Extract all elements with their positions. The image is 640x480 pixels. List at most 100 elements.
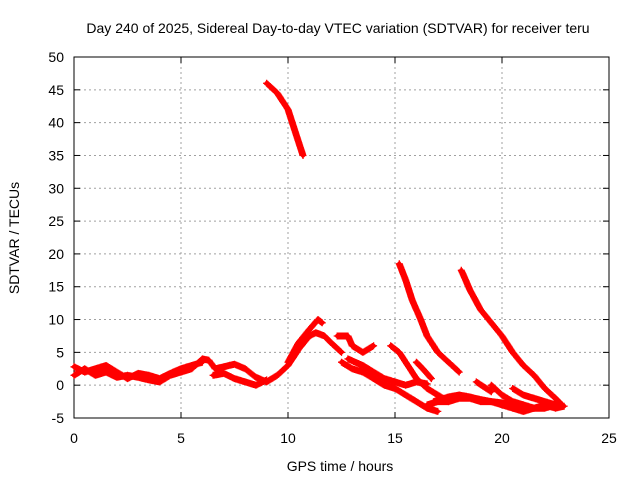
data-point	[320, 320, 325, 326]
data-point	[553, 402, 558, 408]
x-tick-label: 5	[177, 430, 185, 446]
data-point	[103, 363, 109, 368]
data-point	[521, 392, 526, 398]
data-point	[388, 343, 393, 348]
data-point	[429, 376, 434, 381]
data-point	[489, 320, 494, 326]
plot-frame	[73, 56, 610, 419]
data-point	[414, 376, 419, 381]
data-point	[264, 81, 269, 86]
data-point	[103, 369, 109, 375]
series-arc-9	[395, 260, 463, 376]
data-point	[292, 127, 297, 132]
data-point	[221, 371, 226, 376]
data-point	[382, 376, 387, 381]
x-tick-label: 25	[601, 430, 617, 446]
data-point	[521, 402, 526, 408]
data-point	[243, 366, 248, 371]
data-point	[424, 333, 430, 339]
data-point	[392, 379, 398, 385]
data-point	[424, 402, 430, 408]
series-arc-6	[333, 332, 378, 356]
y-tick-label: 40	[48, 115, 64, 131]
data-point	[414, 360, 419, 365]
data-point	[125, 376, 130, 381]
data-point	[420, 366, 426, 371]
x-axis-label: GPS time / hours	[287, 458, 394, 474]
data-point	[435, 392, 440, 398]
data-point	[467, 394, 473, 400]
data-point	[345, 333, 351, 339]
data-point	[71, 373, 77, 378]
data-point	[403, 392, 408, 398]
data-point	[275, 373, 280, 378]
data-point	[189, 363, 194, 368]
data-point	[71, 364, 77, 370]
series-arc-11	[412, 358, 435, 383]
data-point	[435, 409, 440, 414]
y-tick-label: 30	[48, 180, 64, 196]
data-point	[510, 386, 515, 391]
series-arc-10	[387, 342, 452, 406]
data-point	[300, 153, 306, 158]
data-point	[298, 146, 304, 152]
data-point	[345, 356, 351, 362]
series-arc-2	[70, 358, 206, 383]
data-point	[360, 369, 366, 375]
series-arc-5	[263, 79, 307, 159]
data-point	[82, 369, 87, 375]
data-point	[285, 107, 291, 112]
data-point	[339, 360, 344, 365]
data-point	[542, 386, 547, 391]
data-point	[405, 363, 411, 368]
data-point	[446, 394, 451, 400]
data-point	[435, 350, 440, 355]
data-point	[489, 382, 494, 388]
x-tick-label: 0	[70, 430, 78, 446]
data-point	[499, 402, 505, 408]
data-point	[478, 307, 483, 312]
data-point	[253, 382, 259, 388]
data-point	[243, 379, 248, 385]
data-series	[70, 79, 568, 415]
data-point	[489, 389, 494, 394]
data-point	[360, 363, 366, 368]
data-point	[114, 369, 120, 375]
data-point	[392, 386, 398, 391]
y-tick-label: 10	[48, 312, 64, 328]
y-tick-label: -5	[52, 410, 65, 426]
data-point	[178, 366, 184, 371]
data-point	[510, 350, 515, 355]
data-point	[136, 371, 141, 376]
series-arc-16	[487, 381, 527, 409]
data-point	[93, 366, 98, 371]
data-point	[559, 402, 565, 408]
data-point	[360, 350, 366, 355]
data-point	[499, 392, 505, 398]
data-point	[232, 376, 237, 381]
x-tick-label: 20	[494, 430, 510, 446]
y-tick-label: 25	[48, 213, 64, 229]
data-point	[457, 369, 462, 375]
x-tick-label: 10	[280, 430, 296, 446]
y-tick-label: 0	[56, 377, 64, 393]
data-point	[168, 371, 173, 376]
data-point	[350, 366, 355, 371]
axis-ticks: 0 5 10 15 20 25 -5 0 5 10 15 20 25 30 35 40 45 50	[48, 49, 617, 446]
data-point	[114, 375, 120, 380]
data-point	[264, 377, 269, 383]
data-point	[553, 396, 558, 401]
data-point	[350, 343, 355, 348]
data-point	[210, 373, 216, 378]
data-point	[213, 366, 218, 371]
data-point	[446, 360, 451, 365]
data-point	[200, 360, 205, 365]
data-point	[397, 350, 402, 355]
data-point	[313, 330, 319, 335]
data-point	[221, 364, 226, 370]
series-arc-17	[509, 385, 559, 409]
data-point	[206, 358, 212, 363]
y-tick-label: 35	[48, 147, 64, 163]
data-point	[489, 399, 494, 404]
